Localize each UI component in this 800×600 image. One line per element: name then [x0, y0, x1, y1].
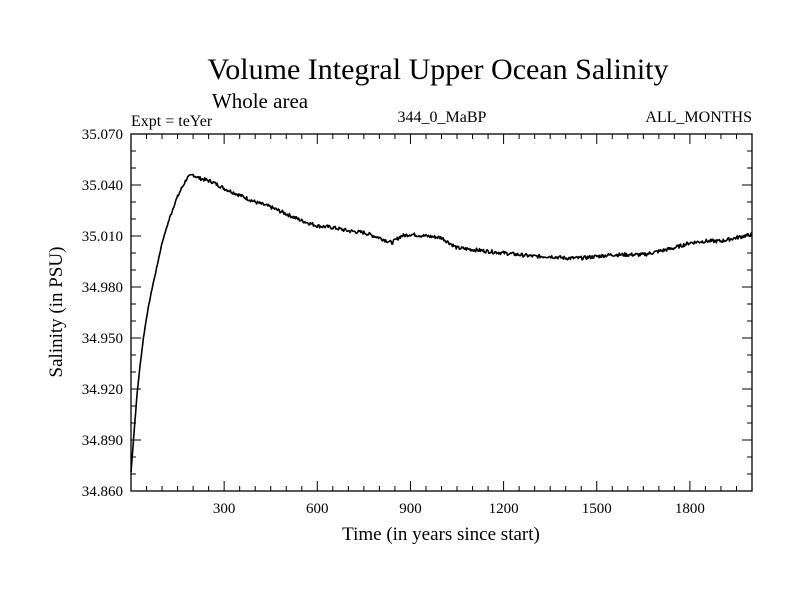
months-label: ALL_MONTHS [645, 109, 752, 126]
x-axis-label: Time (in years since start) [342, 524, 540, 545]
y-axis-label: Salinity (in PSU) [46, 247, 67, 378]
chart-subtitle: Whole area [212, 89, 309, 113]
run-label: 344_0_MaBP [398, 109, 487, 126]
y-tick-label: 34.860 [82, 484, 123, 500]
y-tick-label: 34.890 [82, 433, 123, 449]
y-tick-label: 35.070 [82, 127, 123, 143]
chart-title: Volume Integral Upper Ocean Salinity [208, 53, 669, 86]
y-tick-label: 34.980 [82, 280, 123, 296]
experiment-label: Expt = teYer [131, 113, 213, 130]
y-tick-label: 34.920 [82, 382, 123, 398]
y-tick-label: 35.010 [82, 229, 123, 245]
x-tick-label: 600 [306, 501, 329, 517]
x-tick-label: 1200 [489, 501, 519, 517]
x-tick-label: 900 [399, 501, 422, 517]
plot-frame [130, 133, 753, 492]
x-tick-label: 1500 [582, 501, 612, 517]
x-tick-label: 1800 [675, 501, 705, 517]
y-tick-label: 34.950 [82, 331, 123, 347]
x-tick-label: 300 [213, 501, 236, 517]
y-tick-label: 35.040 [82, 178, 123, 194]
salinity-series-line [130, 173, 753, 473]
